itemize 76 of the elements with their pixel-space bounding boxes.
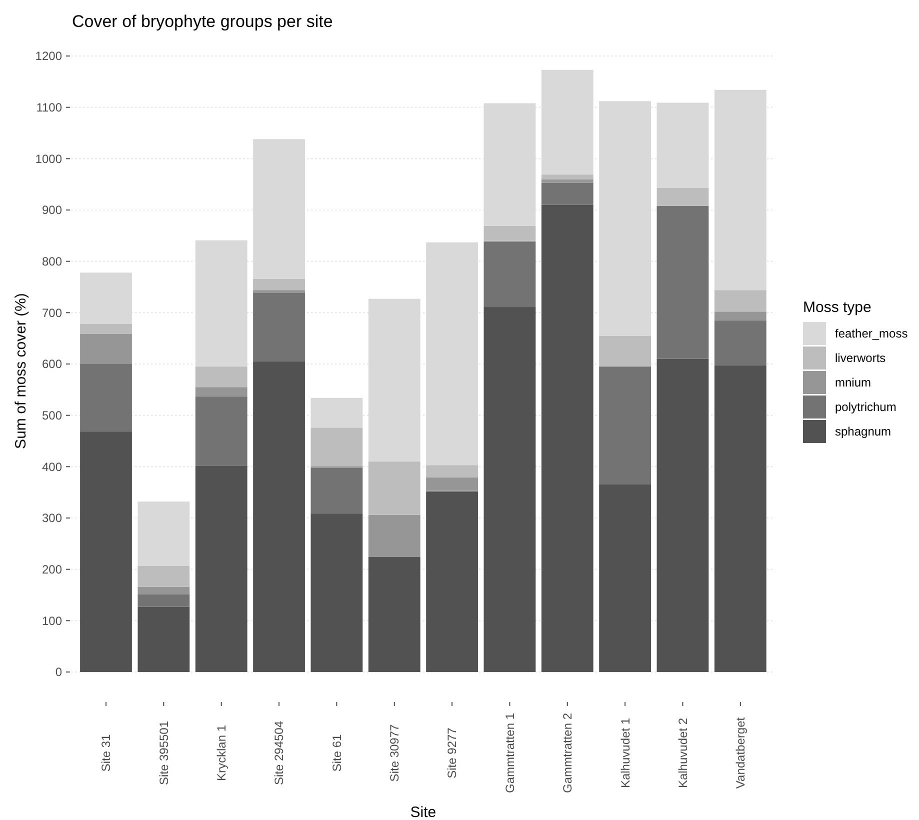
bar (541, 174, 594, 180)
x-tick-label: Site 9277 (445, 727, 460, 778)
legend-label: polytrichum (835, 400, 896, 414)
bar (80, 324, 132, 334)
bar (714, 366, 766, 672)
bar (253, 290, 305, 293)
y-tick-label: 100 (42, 614, 62, 628)
bar (253, 361, 305, 672)
bar (599, 484, 652, 672)
bar (138, 606, 190, 672)
x-tick-label: Site 30977 (388, 724, 402, 782)
y-tick-label: 0 (55, 665, 62, 680)
bar (484, 226, 536, 241)
y-tick-label: 900 (42, 203, 62, 218)
bar (484, 242, 536, 308)
bar (484, 307, 536, 672)
y-tick-label: 500 (42, 408, 62, 423)
bar (368, 514, 420, 558)
legend-label: sphagnum (835, 424, 892, 439)
y-tick-label: 800 (42, 254, 62, 269)
y-tick-label: 200 (42, 562, 62, 577)
x-tick-label: Gammtratten 1 (502, 712, 517, 794)
y-tick-label: 600 (42, 357, 62, 372)
bar (310, 513, 363, 672)
x-axis-title: Site (410, 804, 436, 820)
y-tick-label: 700 (42, 306, 62, 320)
bar (80, 364, 132, 432)
bar (599, 336, 652, 367)
bar (195, 387, 248, 396)
y-axis-title: Sum of moss cover (%) (12, 293, 30, 449)
bar (80, 334, 132, 364)
bar (195, 466, 248, 672)
y-tick-label: 300 (42, 511, 62, 526)
bar (310, 428, 363, 466)
bar (195, 366, 248, 388)
bar (426, 492, 478, 672)
y-tick-label: 1100 (36, 100, 62, 115)
y-tick-label: 1200 (35, 49, 62, 64)
bar (656, 358, 709, 672)
x-tick-label: Vandatberget (734, 716, 748, 789)
bar (195, 396, 248, 466)
x-tick-label: Gammtratten 2 (560, 712, 575, 794)
bar (541, 179, 594, 183)
y-tick-label: 400 (42, 460, 62, 474)
bar (310, 468, 363, 514)
x-tick-label: Site 294504 (272, 720, 286, 786)
legend-label: mnium (835, 376, 872, 390)
bar (253, 278, 305, 290)
legend-label: feather_moss (835, 326, 908, 341)
bar (714, 320, 766, 366)
bar (541, 204, 594, 672)
bar (541, 182, 594, 205)
y-tick-label: 1000 (35, 152, 62, 166)
x-tick-label: Kalhuvudet 2 (676, 718, 690, 788)
chart-title: Cover of bryophyte groups per site (72, 12, 333, 31)
bar (656, 188, 709, 206)
bar (138, 566, 190, 587)
legend-title: Moss type (803, 299, 872, 316)
x-tick-label: Kalhuvudet 1 (618, 718, 632, 788)
bar (138, 594, 190, 607)
bar (368, 557, 420, 672)
bar (714, 290, 766, 312)
bar (138, 586, 190, 594)
legend-label: liverworts (835, 351, 886, 366)
bar (80, 431, 132, 672)
x-tick-label: Site 395501 (156, 720, 171, 786)
bar (426, 477, 478, 491)
bar (368, 462, 420, 515)
bar (426, 465, 478, 478)
x-tick-label: Krycklan 1 (214, 724, 229, 782)
bar (714, 312, 766, 320)
bar (656, 206, 709, 359)
bar (599, 366, 652, 484)
x-tick-label: Site 61 (330, 734, 344, 772)
bar (253, 292, 305, 362)
x-tick-label: Site 31 (99, 734, 114, 772)
